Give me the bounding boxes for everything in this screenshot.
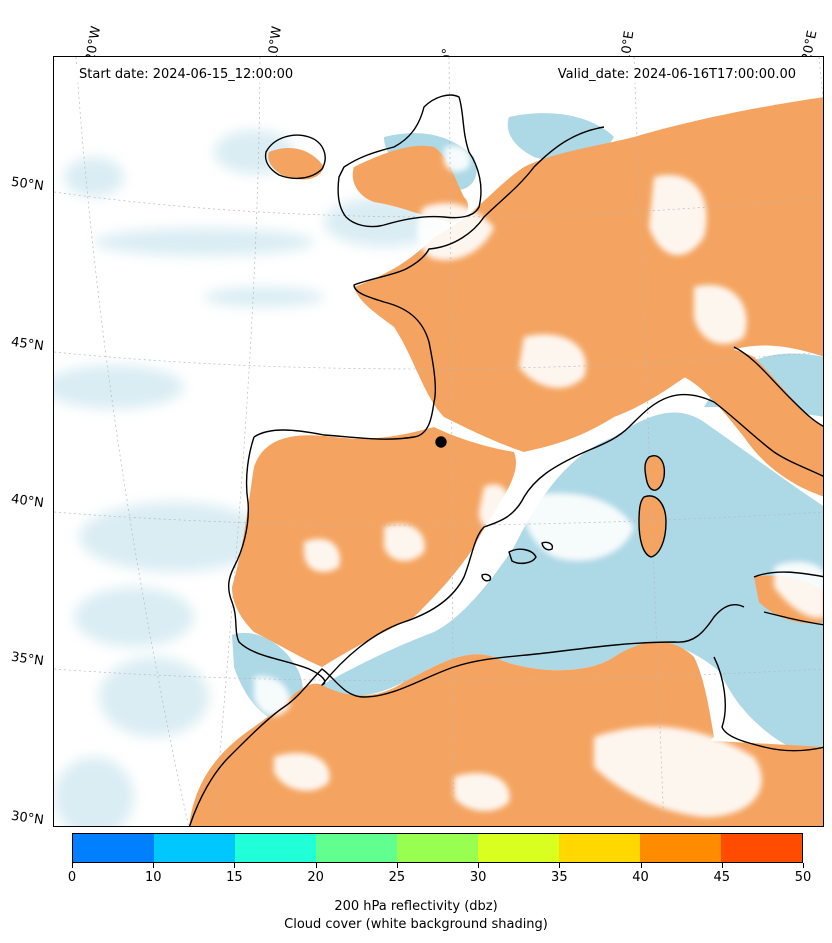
lat-label-30n: 30°N — [10, 808, 45, 829]
map-canvas — [54, 57, 823, 826]
colorbar-segment — [316, 834, 397, 862]
colorbar-tick — [72, 863, 73, 868]
colorbar-tick — [234, 863, 236, 868]
colorbar-label-line1: 200 hPa reflectivity (dbz) — [334, 899, 498, 914]
colorbar-tick — [640, 863, 642, 868]
lat-label-50n: 50°N — [10, 174, 45, 195]
colorbar-tick-label: 30 — [469, 870, 487, 885]
colorbar-segment — [154, 834, 235, 862]
colorbar-tick-label: 40 — [632, 870, 649, 885]
colorbar-tick — [721, 863, 723, 868]
colorbar-tick — [559, 863, 561, 868]
colorbar-tick-label: 0 — [67, 870, 77, 885]
colorbar-tick — [315, 863, 317, 868]
start-date-label: Start date: 2024-06-15_12:00:00 — [76, 66, 297, 83]
coastlines — [188, 94, 823, 826]
colorbar-tick — [478, 863, 480, 868]
valid-date-label: Valid_date: 2024-06-16T17:00:00.00 — [554, 66, 799, 83]
colorbar-segment — [73, 834, 154, 862]
lat-label-35n: 35°N — [10, 649, 45, 670]
atlantic-cloud-patches — [54, 130, 444, 826]
colorbar-tick-label: 45 — [713, 870, 731, 885]
colorbar-label-line2: Cloud cover (white background shading) — [284, 917, 548, 932]
colorbar-tick-label: 15 — [226, 870, 243, 885]
colorbar-segment — [397, 834, 478, 862]
colorbar-segment — [559, 834, 640, 862]
colorbar-segment — [721, 834, 802, 862]
map-panel — [53, 56, 824, 827]
colorbar — [72, 833, 803, 863]
colorbar-tick — [396, 863, 398, 868]
colorbar-tick-label: 50 — [794, 870, 812, 885]
lat-label-45n: 45°N — [10, 334, 45, 355]
colorbar-tick — [153, 863, 155, 868]
lat-label-40n: 40°N — [10, 491, 45, 512]
colorbar-tick-label: 25 — [388, 870, 406, 885]
colorbar-tick-label: 10 — [144, 870, 162, 885]
colorbar-segment — [478, 834, 559, 862]
colorbar-segment — [235, 834, 316, 862]
colorbar-tick-label: 20 — [307, 870, 324, 885]
colorbar-tick — [803, 863, 804, 868]
colorbar-tick-label: 35 — [551, 870, 568, 885]
colorbar-segment — [640, 834, 721, 862]
